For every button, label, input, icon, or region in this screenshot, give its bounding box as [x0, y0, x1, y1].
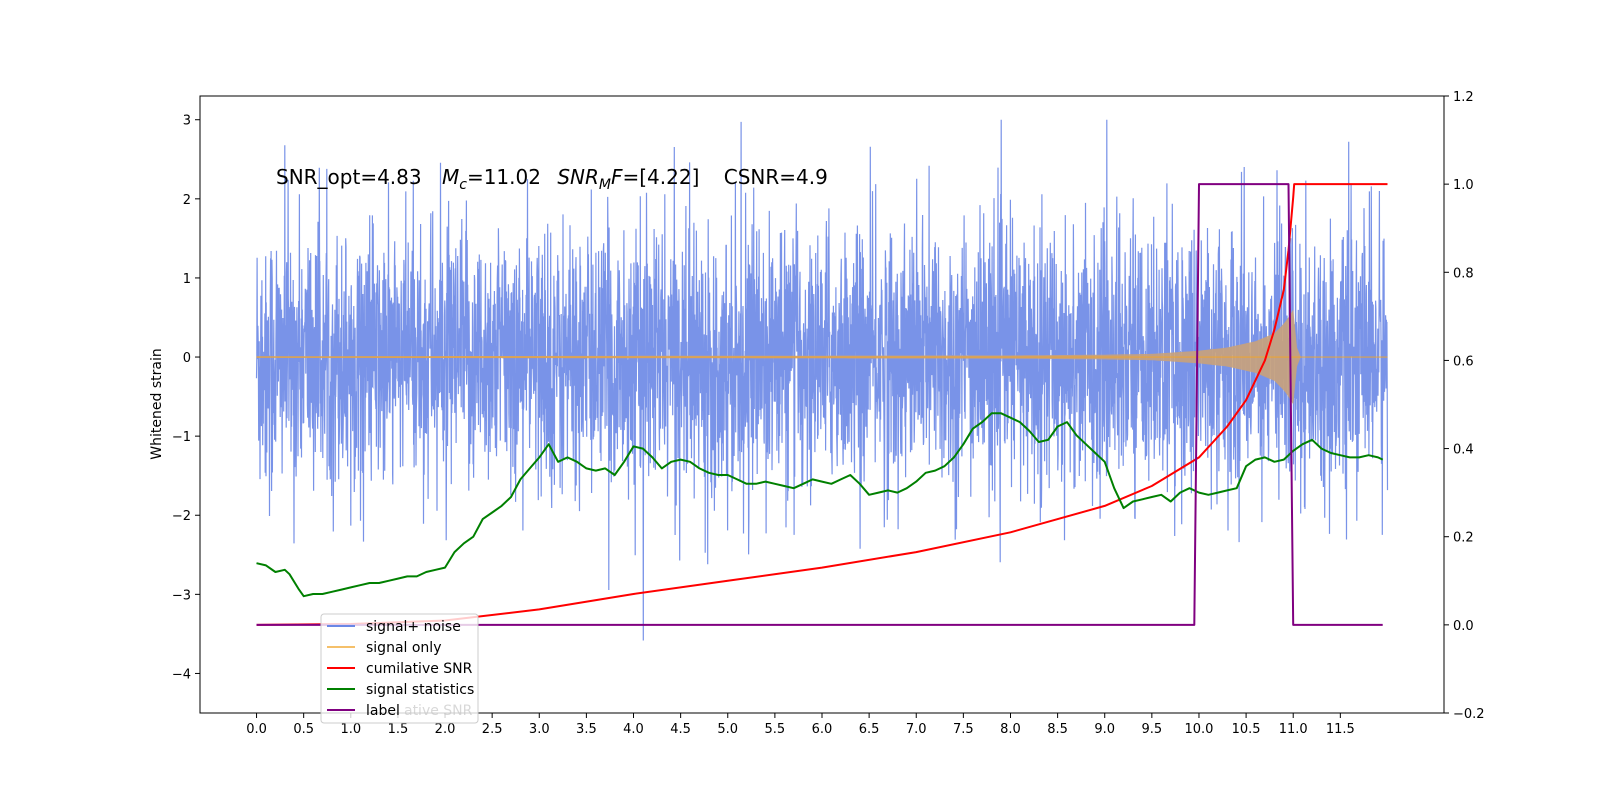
x-tick-label: 10.0: [1184, 722, 1213, 737]
x-tick-label: 9.5: [1142, 722, 1163, 737]
series-signal-noise: [255, 119, 1389, 641]
y2-tick-label: 1.2: [1453, 90, 1474, 105]
x-tick-label: 7.0: [906, 722, 927, 737]
legend-ghost-label: cumilative SNR: [366, 703, 473, 719]
title-snrmf-subscript: M: [599, 177, 611, 193]
title-mc-symbol: M: [442, 165, 459, 189]
y2-tick-label: −0.2: [1453, 707, 1485, 722]
x-tick-label: 11.0: [1279, 722, 1308, 737]
x-tick-label: 8.5: [1047, 722, 1068, 737]
series-group: [255, 119, 1389, 641]
x-tick-label: 1.5: [388, 722, 409, 737]
x-tick-label: 5.0: [717, 722, 738, 737]
title-snrmf-tail: F: [611, 165, 623, 189]
y2-tick-label: 0.4: [1453, 443, 1474, 458]
y2-tick-label: 0.8: [1453, 266, 1474, 281]
x-tick-label: 0.0: [246, 722, 267, 737]
y2-tick-label: 0.2: [1453, 531, 1474, 546]
title-mc-subscript: c: [459, 177, 467, 193]
x-tick-label: 7.5: [953, 722, 974, 737]
plot-layer: [255, 119, 1389, 641]
y-tick-label: 2: [183, 193, 191, 208]
x-tick-label: 2.0: [435, 722, 456, 737]
y-axis-label: Whitened strain: [149, 348, 165, 459]
x-tick-label: 5.5: [765, 722, 786, 737]
legend-label-3: signal statistics: [366, 682, 474, 698]
x-tick-label: 8.0: [1000, 722, 1021, 737]
chart-title: SNR_opt=4.83 Mc=11.02 SNRMF=[4.22] CSNR=…: [276, 165, 828, 193]
legend-label-1: signal only: [366, 640, 441, 656]
x-tick-label: 0.5: [293, 722, 314, 737]
x-tick-label: 10.5: [1232, 722, 1261, 737]
y2-tick-label: 0.6: [1453, 354, 1474, 369]
title-csnr: CSNR=4.9: [724, 165, 828, 189]
y2-tick-label: 0.0: [1453, 619, 1474, 634]
series-cumulative-snr: [256, 183, 1388, 626]
title-mc-value: =11.02: [467, 165, 541, 189]
y-tick-label: −3: [172, 588, 191, 603]
x-tick-label: 4.0: [623, 722, 644, 737]
y-tick-label: −2: [172, 509, 191, 524]
legend: signal+ noise signal only cumilative SNR si…: [320, 613, 479, 724]
y-tick-label: −4: [172, 667, 191, 682]
title-snrmf-value: =[4.22]: [623, 165, 700, 189]
legend-label-0: signal+ noise: [366, 619, 461, 635]
x-tick-label: 1.0: [340, 722, 361, 737]
y-tick-label: −1: [172, 430, 191, 445]
x-tick-label: 6.0: [812, 722, 833, 737]
title-snr-opt: SNR_opt=4.83: [276, 165, 422, 189]
tick-layer: 0.0 0.5 1.0 1.5 2.0 2.5 3.0 3.5 4.0 4.5 5.0 5.5 6.0 6…: [172, 90, 1485, 737]
x-tick-label: 9.0: [1094, 722, 1115, 737]
x-tick-label: 11.5: [1326, 722, 1355, 737]
x-tick-label: 3.0: [529, 722, 550, 737]
x-tick-label: 6.5: [859, 722, 880, 737]
y-tick-label: 3: [183, 114, 191, 129]
y-tick-label: 0: [183, 351, 191, 366]
x-tick-label: 4.5: [670, 722, 691, 737]
legend-label-2: cumilative SNR: [366, 661, 473, 677]
legend-box: [320, 613, 479, 724]
y-tick-label: 1: [183, 272, 191, 287]
series-signal-statistics: [256, 412, 1384, 598]
title-snrmf-symbol: SNR: [557, 165, 599, 189]
y2-tick-label: 1.0: [1453, 178, 1474, 193]
x-tick-label: 3.5: [576, 722, 597, 737]
series-label: [256, 183, 1383, 626]
legend-label-4: label: [366, 703, 400, 719]
x-tick-label: 2.5: [482, 722, 503, 737]
